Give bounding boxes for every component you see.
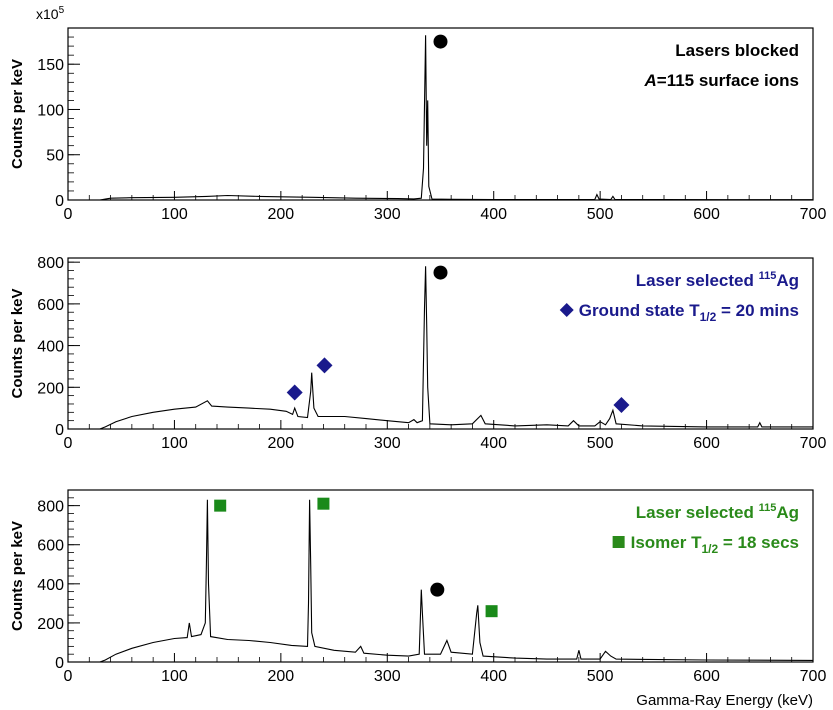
legend-entry-0: Lasers blocked bbox=[675, 41, 799, 60]
y-tick-label: 200 bbox=[37, 380, 64, 397]
x-tick-label: 500 bbox=[587, 206, 614, 223]
peak-marker-square bbox=[214, 499, 227, 512]
x-tick-label: 400 bbox=[480, 668, 507, 685]
y-tick-label: 200 bbox=[37, 616, 64, 633]
x-tick-label: 500 bbox=[587, 435, 614, 452]
chart-panel-bottom: 0 100 200 300 400 500 600 700 0 200 400 600 800 Count… bbox=[9, 489, 827, 709]
legend-square-icon bbox=[612, 536, 625, 548]
x-axis-title: Gamma-Ray Energy (keV) bbox=[636, 692, 813, 709]
y-tick-label: 50 bbox=[46, 148, 64, 165]
x-tick-label: 100 bbox=[161, 435, 188, 452]
plot-frame bbox=[67, 257, 814, 430]
peak-marker-circle bbox=[433, 34, 448, 49]
x-tick-label: 400 bbox=[480, 435, 507, 452]
y-tick-label: 400 bbox=[37, 339, 64, 356]
x-tick-label: 500 bbox=[587, 668, 614, 685]
peak-marker-circle bbox=[433, 265, 448, 280]
x-tick-label: 700 bbox=[800, 668, 827, 685]
x-tick-label: 0 bbox=[64, 668, 73, 685]
y-tick-label: 0 bbox=[55, 422, 64, 439]
y-tick-label: 0 bbox=[55, 655, 64, 672]
y-tick-label: 800 bbox=[37, 255, 64, 272]
x-tick-label: 100 bbox=[161, 668, 188, 685]
legend-entry-0: Laser selected 115Ag bbox=[636, 270, 799, 290]
x-tick-label: 200 bbox=[268, 668, 295, 685]
x-tick-label: 300 bbox=[374, 435, 401, 452]
x-tick-label: 0 bbox=[64, 206, 73, 223]
y-tick-label: 600 bbox=[37, 538, 64, 555]
legend-entry-1: Ground state T1/2 = 20 mins bbox=[579, 301, 799, 324]
x-tick-label: 100 bbox=[161, 206, 188, 223]
spectrum-line bbox=[99, 266, 813, 430]
peak-marker-diamond bbox=[316, 357, 333, 374]
x-tick-label: 300 bbox=[374, 206, 401, 223]
x-tick-label: 0 bbox=[64, 435, 73, 452]
y-tick-label: 400 bbox=[37, 577, 64, 594]
y-tick-label: 600 bbox=[37, 297, 64, 314]
x-tick-label: 600 bbox=[693, 435, 720, 452]
chart-panel-middle: 0 100 200 300 400 500 600 700 0 200 400 600 800 Count… bbox=[9, 255, 826, 452]
peak-marker-square bbox=[485, 605, 498, 618]
y-tick-label: 800 bbox=[37, 499, 64, 516]
x-tick-label: 200 bbox=[268, 435, 295, 452]
y-tick-label: 150 bbox=[37, 57, 64, 74]
peak-marker-square bbox=[317, 497, 330, 510]
x-tick-label: 600 bbox=[693, 206, 720, 223]
peak-marker-diamond bbox=[613, 397, 630, 414]
x-tick-label: 700 bbox=[800, 206, 827, 223]
y-axis-title: Counts per keV bbox=[9, 521, 26, 631]
plot-frame bbox=[67, 27, 814, 201]
y-axis-multiplier: x105 bbox=[36, 5, 65, 22]
spectrum-line bbox=[99, 35, 813, 201]
peak-marker-diamond bbox=[286, 384, 303, 401]
spectrum-line bbox=[99, 499, 814, 663]
y-axis-title: Counts per keV bbox=[9, 288, 26, 398]
x-tick-label: 300 bbox=[374, 668, 401, 685]
y-tick-label: 100 bbox=[37, 102, 64, 119]
y-axis-title: Counts per keV bbox=[9, 59, 26, 169]
legend-entry-1: Isomer T1/2 = 18 secs bbox=[631, 533, 799, 556]
legend-entry-1: A=115 surface ions bbox=[643, 71, 799, 90]
chart-panel-top: 0 100 200 300 400 500 600 700 0 50 100 150 Counts pe… bbox=[9, 5, 826, 223]
peak-marker-circle bbox=[430, 582, 445, 597]
x-tick-label: 200 bbox=[268, 206, 295, 223]
x-tick-label: 700 bbox=[800, 435, 827, 452]
x-tick-label: 600 bbox=[693, 668, 720, 685]
y-tick-label: 0 bbox=[55, 193, 64, 210]
x-tick-label: 400 bbox=[480, 206, 507, 223]
legend-entry-0: Laser selected 115Ag bbox=[636, 502, 799, 522]
legend-diamond-icon bbox=[559, 303, 574, 317]
